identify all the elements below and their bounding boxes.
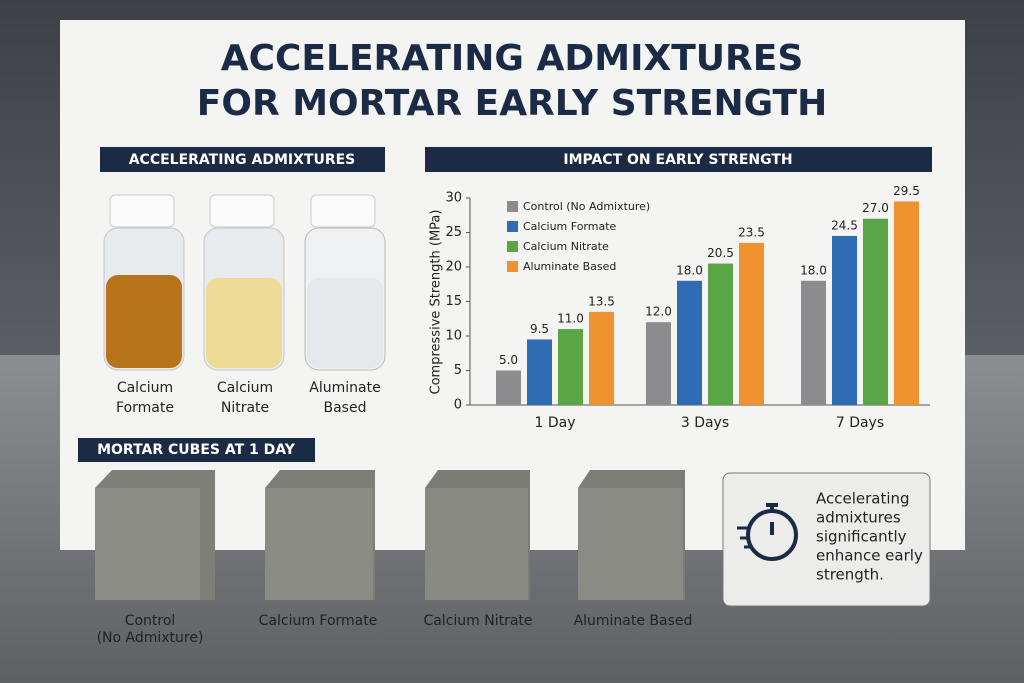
bar xyxy=(677,280,702,405)
y-axis-label: Compressive Strength (MPa) xyxy=(429,210,444,395)
section-header-bar xyxy=(100,147,385,172)
legend-swatch xyxy=(507,221,518,232)
bar xyxy=(863,218,888,405)
title-line: ACCELERATING ADMIXTURES xyxy=(221,38,804,79)
note-text: enhance early xyxy=(816,547,923,565)
bar xyxy=(496,370,521,405)
y-tick-label: 0 xyxy=(454,398,462,413)
value-label: 27.0 xyxy=(862,201,889,215)
mortar-cube xyxy=(95,470,685,600)
x-tick-label: 1 Day xyxy=(534,415,575,431)
title-line: FOR MORTAR EARLY STRENGTH xyxy=(197,83,828,124)
y-tick-label: 20 xyxy=(445,260,462,275)
note-text: Accelerating xyxy=(816,490,910,508)
legend-swatch xyxy=(507,241,518,252)
section-header: IMPACT ON EARLY STRENGTH xyxy=(563,152,792,168)
y-tick-label: 25 xyxy=(445,225,462,240)
y-tick-label: 5 xyxy=(454,363,462,378)
jar xyxy=(103,194,386,371)
jar-label: Calcium xyxy=(217,380,273,396)
y-tick-label: 10 xyxy=(445,329,462,344)
value-label: 12.0 xyxy=(645,305,672,319)
value-label: 18.0 xyxy=(676,263,703,277)
x-tick-label: 3 Days xyxy=(681,415,729,431)
value-label: 11.0 xyxy=(557,312,584,326)
bar xyxy=(801,280,826,405)
section-header-bar xyxy=(78,438,315,462)
stopwatch-icon xyxy=(737,503,798,561)
jar-label: Formate xyxy=(116,400,174,416)
x-tick-label: 7 Days xyxy=(836,415,884,431)
legend-label: Calcium Formate xyxy=(523,220,617,233)
cube-label: (No Admixture) xyxy=(97,630,204,646)
cube-label: Calcium Nitrate xyxy=(423,613,532,629)
bar xyxy=(527,339,552,405)
value-label: 13.5 xyxy=(588,294,615,308)
cube-label: Aluminate Based xyxy=(574,613,693,629)
y-tick-label: 15 xyxy=(445,294,462,309)
jar-label: Nitrate xyxy=(221,400,269,416)
value-label: 29.5 xyxy=(893,184,920,198)
cube-label: Calcium Formate xyxy=(259,613,378,629)
value-label: 23.5 xyxy=(738,225,765,239)
legend-label: Calcium Nitrate xyxy=(523,240,609,253)
note-text: strength. xyxy=(816,566,884,584)
bar xyxy=(589,311,614,405)
section-header: MORTAR CUBES AT 1 DAY xyxy=(97,442,296,458)
bar xyxy=(708,263,733,405)
legend-label: Control (No Admixture) xyxy=(523,200,650,213)
section-header: ACCELERATING ADMIXTURES xyxy=(129,152,356,168)
value-label: 5.0 xyxy=(499,353,518,367)
bar xyxy=(646,322,671,405)
value-label: 24.5 xyxy=(831,218,858,232)
y-tick-label: 30 xyxy=(445,191,462,206)
value-label: 9.5 xyxy=(530,322,549,336)
bar xyxy=(832,235,857,405)
section-header-bar xyxy=(425,147,932,172)
note-text: significantly xyxy=(816,528,907,546)
note-text: admixtures xyxy=(816,509,901,527)
value-label: 20.5 xyxy=(707,246,734,260)
bar xyxy=(894,201,919,405)
legend-swatch xyxy=(507,261,518,272)
jar-label: Aluminate xyxy=(309,380,380,396)
legend-label: Aluminate Based xyxy=(523,260,616,273)
value-label: 18.0 xyxy=(800,263,827,277)
legend-swatch xyxy=(507,201,518,212)
poster-content: ACCELERATING ADMIXTURES FOR MORTAR EARLY… xyxy=(78,38,932,607)
bar xyxy=(739,242,764,405)
jar-label: Calcium xyxy=(117,380,173,396)
bar xyxy=(558,329,583,405)
jar-label: Based xyxy=(324,400,367,416)
cube-label: Control xyxy=(125,613,176,629)
